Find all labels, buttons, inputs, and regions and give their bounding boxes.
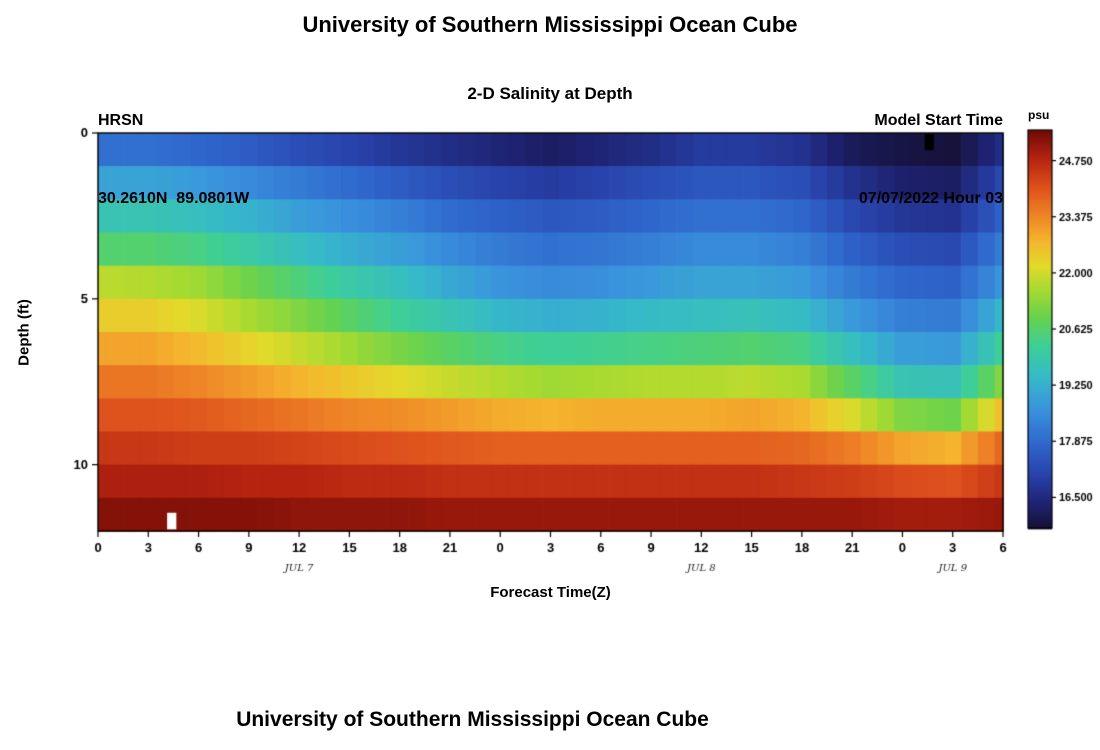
model-start-value: 07/07/2022 Hour 03 [858, 190, 1003, 207]
station-header: HRSN 30.2610N 89.0801W [98, 56, 249, 264]
model-start-header: Model Start Time 07/07/2022 Hour 03 [859, 56, 1003, 264]
model-start-label: Model Start Time [874, 112, 1003, 129]
y-axis-label: Depth (ft) [15, 299, 33, 366]
colorbar-unit-label: psu [1028, 108, 1050, 122]
plot-subtitle: 2-D Salinity at Depth [467, 84, 633, 103]
figure-title: University of Southern Mississippi Ocean… [302, 12, 798, 37]
x-axis-label: Forecast Time(Z) [490, 584, 611, 601]
next-figure-title: University of Southern Mississippi Ocean… [236, 708, 709, 731]
station-id: HRSN [98, 112, 144, 129]
station-coordinates: 30.2610N 89.0801W [98, 190, 250, 207]
